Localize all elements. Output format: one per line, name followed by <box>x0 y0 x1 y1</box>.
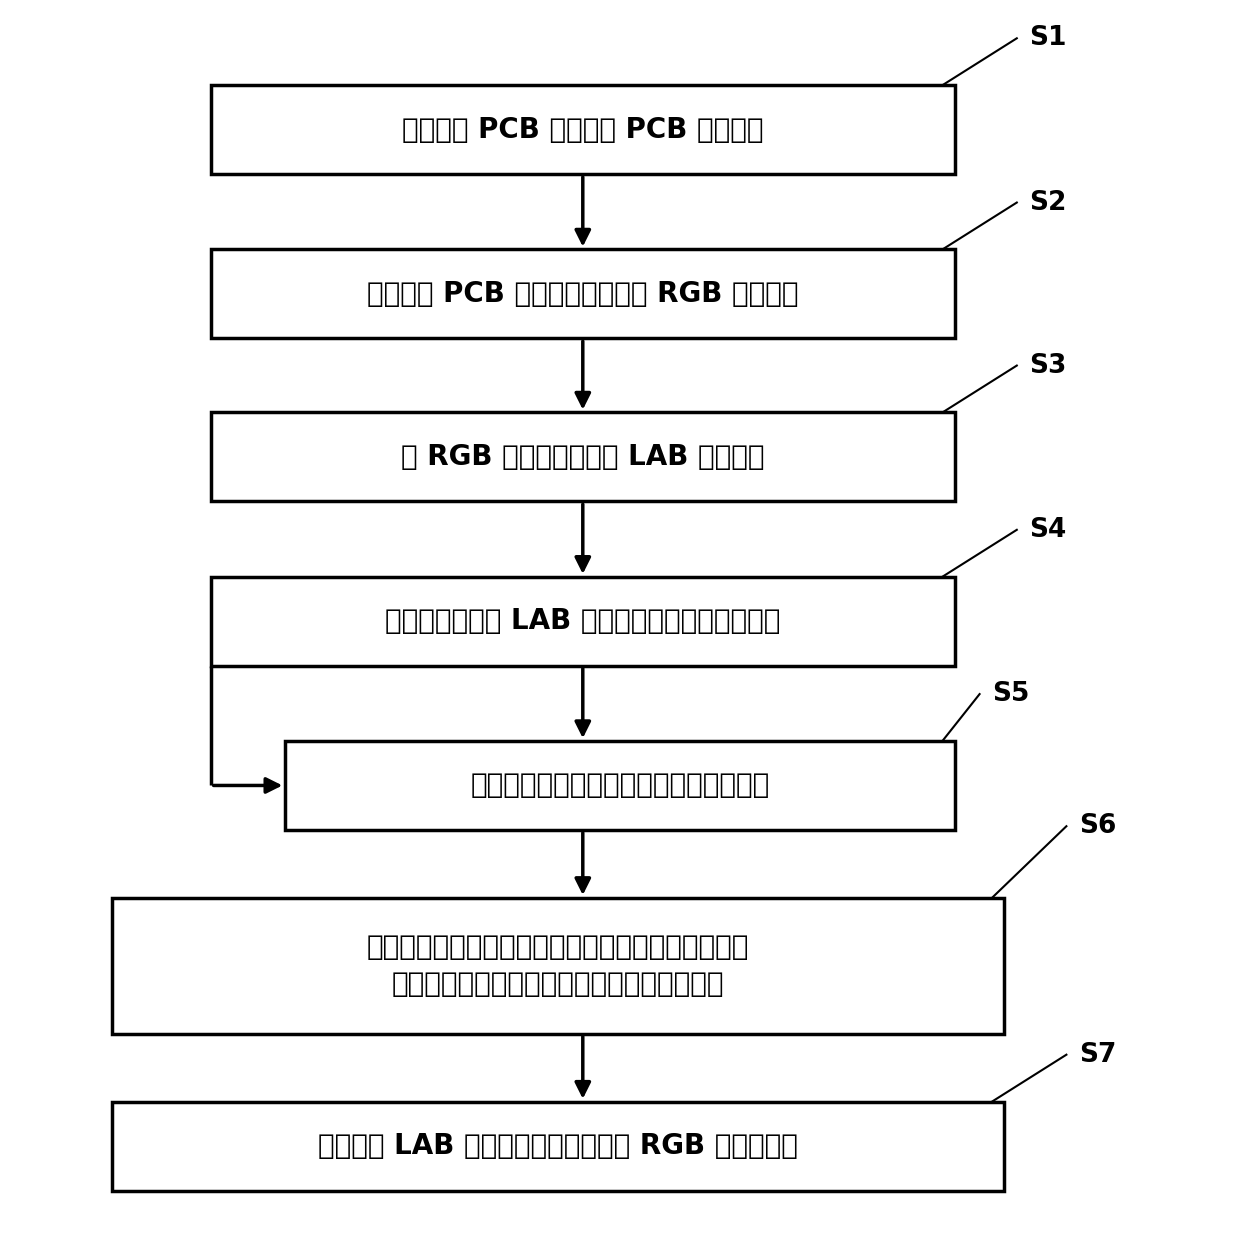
Text: S7: S7 <box>1079 1041 1116 1068</box>
Text: S3: S3 <box>1029 352 1066 379</box>
Bar <box>112 898 1004 1034</box>
Text: 分别获取 PCB 源图像和目标图像 RGB 彩色图像: 分别获取 PCB 源图像和目标图像 RGB 彩色图像 <box>367 280 799 308</box>
Bar <box>112 1102 1004 1191</box>
Bar <box>285 741 955 830</box>
Text: 计算色彩变换矩阵，然后将源图像中的所有像素根据
其所属的颜色簇根据变换矩阵映射到新的颜色: 计算色彩变换矩阵，然后将源图像中的所有像素根据 其所属的颜色簇根据变换矩阵映射到… <box>367 934 749 998</box>
Text: 对图像中所有的 LAB 颜色图像聚类，输出颜色簇: 对图像中所有的 LAB 颜色图像聚类，输出颜色簇 <box>386 608 780 635</box>
Bar <box>211 85 955 174</box>
Text: 将迁移后 LAB 彩色图像转换到迁移后 RGB 的色彩空间: 将迁移后 LAB 彩色图像转换到迁移后 RGB 的色彩空间 <box>319 1132 797 1160</box>
Text: S5: S5 <box>992 680 1029 708</box>
Text: S4: S4 <box>1029 516 1066 543</box>
Bar <box>211 577 955 666</box>
Text: 将源图像和目标图像中的颜色簇进行匹配: 将源图像和目标图像中的颜色簇进行匹配 <box>470 772 770 799</box>
Text: 将 RGB 彩色图像转换为 LAB 彩色图像: 将 RGB 彩色图像转换为 LAB 彩色图像 <box>401 443 765 471</box>
Bar <box>211 249 955 338</box>
Text: 分别采集 PCB 源图像和 PCB 目标图像: 分别采集 PCB 源图像和 PCB 目标图像 <box>402 116 764 143</box>
Text: S6: S6 <box>1079 813 1116 840</box>
Text: S1: S1 <box>1029 25 1066 52</box>
Bar <box>211 412 955 501</box>
Text: S2: S2 <box>1029 189 1066 216</box>
